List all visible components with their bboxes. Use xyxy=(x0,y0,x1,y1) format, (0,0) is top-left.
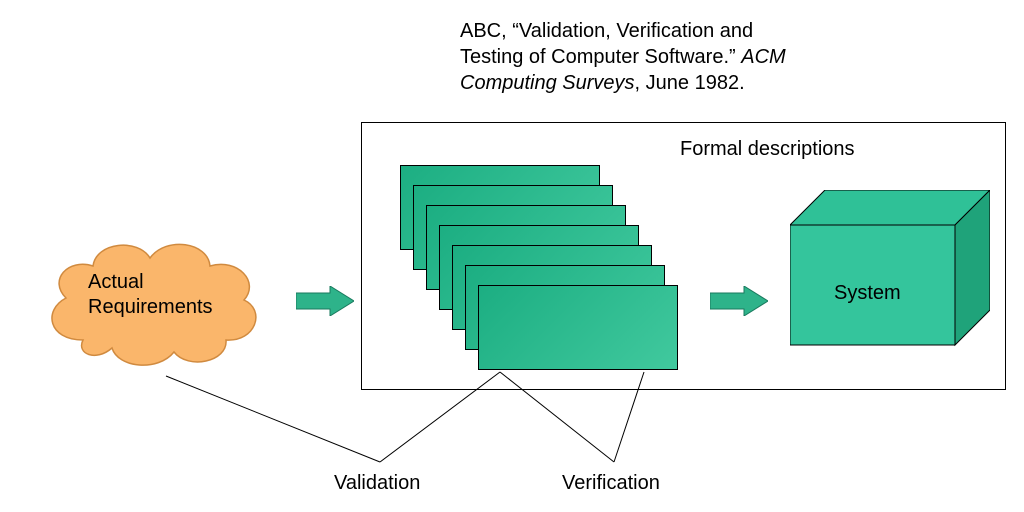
validation-label: Validation xyxy=(334,472,420,495)
arrow-icon xyxy=(710,286,768,316)
cloud-label-line2: Requirements xyxy=(88,295,213,320)
arrow-cards-to-system xyxy=(710,286,768,316)
citation-line2: Testing of Computer Software.” xyxy=(460,46,741,68)
verification-label: Verification xyxy=(562,472,660,495)
cube-system xyxy=(790,190,990,360)
cloud-label-line1: Actual xyxy=(88,270,213,295)
cloud-label: Actual Requirements xyxy=(88,270,213,320)
citation-line3-italic: Computing Surveys xyxy=(460,72,635,94)
cube-label: System xyxy=(834,282,901,305)
citation-line2-italic: ACM xyxy=(741,46,785,68)
arrow-icon xyxy=(296,286,354,316)
citation-line3-rest: , June 1982. xyxy=(635,72,745,94)
arrow-requirements-to-cards xyxy=(296,286,354,316)
citation-text: ABC, “Validation, Verification and Testi… xyxy=(460,18,786,96)
cube-icon xyxy=(790,190,990,360)
formal-descriptions-label: Formal descriptions xyxy=(680,138,855,161)
stack-card xyxy=(478,285,678,370)
citation-line1: ABC, “Validation, Verification and xyxy=(460,20,753,42)
